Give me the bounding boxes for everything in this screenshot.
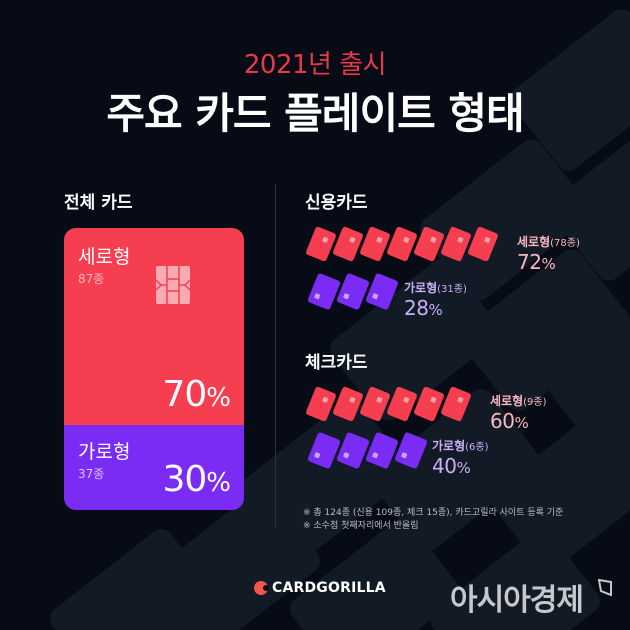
horizontal-card-icon	[365, 272, 399, 311]
stat-type: 세로형	[517, 235, 551, 249]
check-section-label: 체크카드	[305, 353, 368, 373]
vertical-card-icon	[332, 385, 364, 423]
stat-type: 세로형	[490, 394, 524, 408]
vertical-card-icon	[467, 225, 499, 263]
stat-percent: 40	[432, 454, 457, 478]
horizontal-card-icon	[336, 272, 370, 311]
publisher-mark-icon	[598, 579, 612, 596]
vertical-card-icon	[386, 225, 418, 263]
horizontal-count: 37종	[78, 467, 105, 481]
footnote: ※ 소수점 첫째자리에서 반올림	[303, 521, 419, 531]
chip-icon	[156, 266, 190, 304]
stat-percent: 28	[404, 296, 429, 320]
horizontal-card-icon	[336, 431, 370, 470]
check-horizontal-icons	[307, 431, 428, 470]
vertical-card-icon	[413, 225, 445, 263]
vertical-card-icon	[332, 225, 364, 263]
vertical-card-icon	[305, 385, 337, 423]
vertical-card-icon	[413, 385, 445, 423]
vertical-card-icon	[305, 225, 337, 263]
vertical-card-icon	[386, 385, 418, 423]
vertical-card-icon	[440, 385, 472, 423]
subtitle: 2021년 출시	[243, 50, 387, 80]
stat-type: 가로형	[432, 439, 466, 453]
stat-percent: 72	[517, 250, 542, 274]
cardgorilla-logo-icon	[254, 581, 269, 595]
horizontal-share-block: 가로형 37종 30%	[64, 425, 244, 510]
vertical-card-icon	[440, 225, 472, 263]
stat-percent: 60	[490, 409, 515, 433]
check-vertical-icons	[305, 385, 472, 423]
check-horizontal-stat: 가로형(6종) 40%	[432, 439, 489, 478]
cardgorilla-wordmark: CARDGORILLA	[272, 580, 386, 596]
footnote: ※ 총 124종 (신용 109종, 체크 15종), 카드고릴라 사이트 등록…	[303, 508, 564, 518]
credit-horizontal-icons	[307, 272, 399, 311]
horizontal-percent: 30%	[162, 459, 231, 500]
horizontal-card-icon	[307, 272, 341, 311]
vertical-count: 87종	[78, 272, 105, 286]
check-vertical-stat: 세로형(9종) 60%	[490, 394, 547, 433]
horizontal-card-icon	[307, 431, 341, 470]
stat-count: (6종)	[465, 442, 489, 453]
credit-vertical-icons	[305, 225, 499, 263]
credit-section-label: 신용카드	[305, 193, 368, 213]
credit-horizontal-stat: 가로형(31종) 28%	[404, 281, 467, 320]
total-section-label: 전체 카드	[64, 193, 133, 213]
stat-count: (9종)	[523, 397, 547, 408]
vertical-percent: 70%	[162, 374, 231, 415]
vertical-card-icon	[359, 225, 391, 263]
vertical-card-icon	[359, 385, 391, 423]
stat-type: 가로형	[404, 281, 438, 295]
footnotes: ※ 총 124종 (신용 109종, 체크 15종), 카드고릴라 사이트 등록…	[303, 507, 563, 533]
horizontal-type-label: 가로형	[78, 441, 131, 463]
horizontal-card-icon	[365, 431, 399, 470]
horizontal-card-icon	[394, 431, 428, 470]
page-title: 주요 카드 플레이트 형태	[106, 89, 524, 138]
stat-count: (78종)	[550, 238, 580, 249]
credit-vertical-stat: 세로형(78종) 72%	[517, 235, 580, 274]
vertical-share-block: 세로형 87종 70%	[64, 228, 244, 425]
publisher-logo: 아시아경제	[450, 583, 584, 618]
section-divider	[275, 184, 276, 528]
vertical-type-label: 세로형	[78, 246, 131, 268]
cardgorilla-logo: CARDGORILLA	[254, 580, 386, 596]
total-share-card: 세로형 87종 70% 가로형 37종 30%	[64, 228, 244, 510]
stat-count: (31종)	[437, 284, 467, 295]
